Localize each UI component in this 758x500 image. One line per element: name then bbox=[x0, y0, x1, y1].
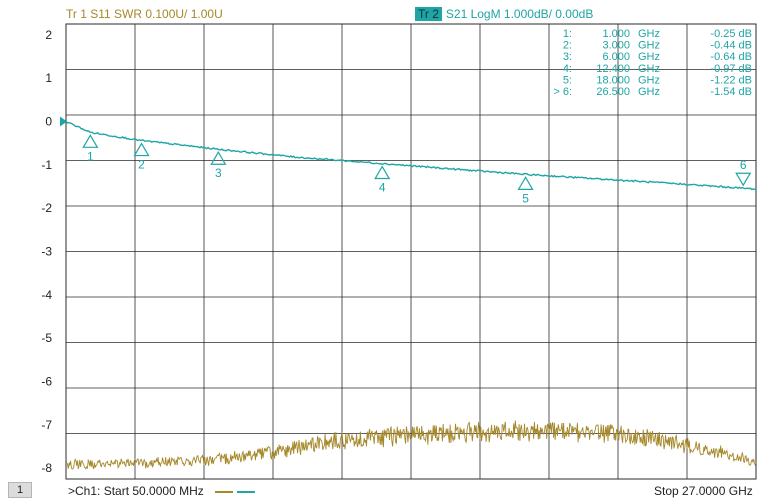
marker-table-id: 4: bbox=[563, 63, 572, 75]
marker-table-id: 2: bbox=[563, 40, 572, 52]
s11-trace-line bbox=[65, 420, 757, 470]
y-tick-label: -6 bbox=[41, 375, 52, 389]
marker-table-value: -1.54 dB bbox=[710, 86, 752, 98]
marker-label-2: 2 bbox=[138, 158, 145, 172]
marker-table-frequency: 1.000 bbox=[602, 28, 630, 40]
y-tick-label: -4 bbox=[41, 288, 52, 302]
y-tick-label: 2 bbox=[45, 28, 52, 42]
marker-table-frequency: 18.000 bbox=[596, 74, 630, 86]
marker-table-id: 3: bbox=[563, 51, 572, 63]
channel-indicator[interactable]: 1 bbox=[8, 482, 32, 498]
marker-table-value: -0.64 dB bbox=[710, 51, 752, 63]
marker-label-6: 6 bbox=[740, 158, 747, 172]
start-frequency[interactable]: >Ch1: Start 50.0000 MHz bbox=[68, 484, 204, 498]
y-tick-label: -1 bbox=[41, 158, 52, 172]
plot-area[interactable]: 2 1 0 -1 -2 -3 -4 -5 -6 -7 -8 1 2 3 4 5 6 1: 1.000 GHz -0.… bbox=[0, 0, 758, 480]
traces bbox=[65, 120, 757, 470]
trace-header: Tr 1 S11 SWR 0.100U/ 1.00U Tr 2 S21 LogM … bbox=[0, 0, 758, 24]
marker-table-value: -0.97 dB bbox=[710, 63, 752, 75]
stop-frequency[interactable]: Stop 27.0000 GHz bbox=[654, 484, 753, 498]
y-tick-label: -5 bbox=[41, 331, 52, 345]
y-tick-label: 1 bbox=[45, 71, 52, 85]
reference-position-arrow[interactable] bbox=[60, 116, 67, 127]
trace-2-label[interactable]: Tr 2 S21 LogM 1.000dB/ 0.00dB bbox=[415, 7, 593, 21]
marker-triangle-1 bbox=[82, 134, 99, 148]
marker-table-frequency: 26.500 bbox=[596, 86, 630, 98]
marker-triangle-6 bbox=[735, 172, 752, 187]
trace-2-format: S21 LogM 1.000dB/ 0.00dB bbox=[445, 7, 594, 21]
marker-table-unit: GHz bbox=[638, 40, 660, 52]
marker-triangle-2 bbox=[133, 142, 150, 157]
marker-table-unit: GHz bbox=[638, 86, 660, 98]
s21-trace-line bbox=[65, 120, 757, 191]
marker-table-id: 5: bbox=[563, 74, 572, 86]
marker-table-id: > 6: bbox=[553, 86, 572, 98]
marker-table-unit: GHz bbox=[638, 74, 660, 86]
marker-table: 1: 1.000 GHz -0.25 dB 2: 3.000 GHz -0.44 dB 3: 6.… bbox=[553, 28, 752, 98]
markers: 1 2 3 4 5 6 bbox=[82, 134, 752, 205]
marker-table-frequency: 12.400 bbox=[596, 63, 630, 75]
marker-table-unit: GHz bbox=[638, 51, 660, 63]
y-tick-label: -2 bbox=[41, 201, 52, 215]
marker-label-4: 4 bbox=[379, 181, 386, 195]
marker-table-value: -1.22 dB bbox=[710, 74, 752, 86]
trace-1-label[interactable]: Tr 1 S11 SWR 0.100U/ 1.00U bbox=[66, 7, 223, 21]
marker-label-3: 3 bbox=[215, 166, 222, 180]
marker-table-frequency: 3.000 bbox=[602, 40, 630, 52]
y-axis-ticks: 2 1 0 -1 -2 -3 -4 -5 -6 -7 -8 bbox=[41, 28, 52, 475]
grid bbox=[65, 23, 757, 480]
marker-table-value: -0.44 dB bbox=[710, 40, 752, 52]
y-tick-label: -8 bbox=[41, 461, 52, 475]
marker-label-5: 5 bbox=[522, 191, 529, 205]
y-tick-label: -7 bbox=[41, 418, 52, 432]
marker-triangle-5 bbox=[517, 176, 534, 190]
marker-triangle-3 bbox=[210, 151, 227, 165]
y-tick-label: -3 bbox=[41, 245, 52, 259]
marker-table-id: 1: bbox=[563, 28, 572, 40]
status-bar: 1 >Ch1: Start 50.0000 MHz Stop 27.0000 G… bbox=[0, 480, 758, 500]
marker-table-unit: GHz bbox=[638, 63, 660, 75]
trace-2-badge[interactable]: Tr 2 bbox=[415, 7, 442, 21]
marker-triangle-4 bbox=[374, 165, 391, 180]
marker-table-unit: GHz bbox=[638, 28, 660, 40]
marker-label-1: 1 bbox=[87, 149, 94, 163]
y-tick-label: 0 bbox=[45, 115, 52, 129]
marker-table-value: -0.25 dB bbox=[710, 28, 752, 40]
trace-legend-lines bbox=[215, 491, 255, 493]
marker-table-frequency: 6.000 bbox=[602, 51, 630, 63]
